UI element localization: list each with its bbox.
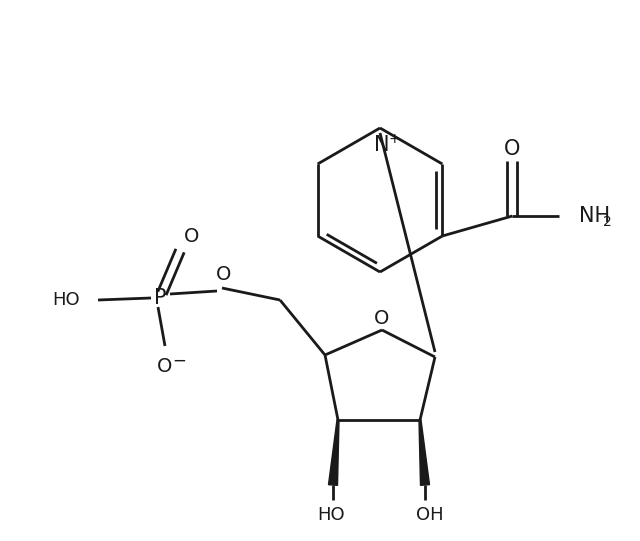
Text: NH: NH: [579, 206, 611, 226]
Text: HO: HO: [317, 506, 345, 524]
Text: O: O: [374, 308, 390, 327]
Text: N: N: [374, 135, 390, 155]
Text: +: +: [388, 132, 400, 146]
Polygon shape: [419, 420, 429, 485]
Text: −: −: [172, 352, 186, 370]
Text: O: O: [216, 265, 232, 283]
Text: O: O: [504, 139, 520, 159]
Text: O: O: [184, 227, 200, 246]
Text: P: P: [154, 288, 166, 308]
Text: OH: OH: [416, 506, 444, 524]
Text: O: O: [157, 357, 173, 375]
Text: 2: 2: [603, 215, 612, 229]
Text: HO: HO: [52, 291, 80, 309]
Polygon shape: [328, 420, 339, 485]
